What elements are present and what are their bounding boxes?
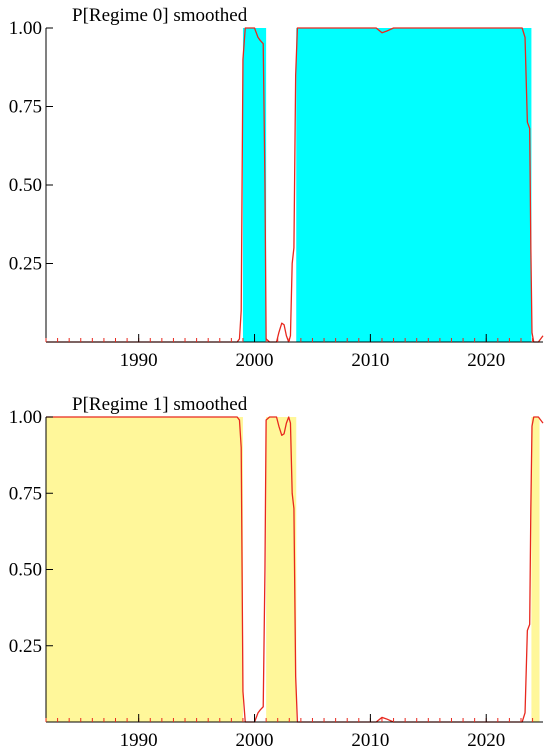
regime-0-panel: 0.25 0.50 0.75 1.00 1990 2000 2010 2020 P[Regime… <box>9 5 544 371</box>
regime-shade-band <box>531 417 540 722</box>
x-tick-label: 2020 <box>467 730 505 751</box>
panel-title: P[Regime 0] smoothed <box>72 5 248 26</box>
x-tick-label: 1990 <box>120 730 158 751</box>
y-tick-label: 1.00 <box>9 407 42 428</box>
y-tick-label: 0.50 <box>9 560 42 581</box>
x-tick-label: 2000 <box>236 730 274 751</box>
regime-shade-band <box>46 417 243 722</box>
x-tick-label: 2000 <box>236 350 274 371</box>
y-tick-label: 0.50 <box>9 175 42 196</box>
x-tick-label: 2010 <box>351 350 389 371</box>
probability-line <box>46 27 544 343</box>
y-tick-label: 0.75 <box>9 483 42 504</box>
y-tick-label: 0.25 <box>9 254 42 275</box>
x-tick-label: 2010 <box>351 730 389 751</box>
regime-shade-band <box>296 28 532 342</box>
x-tick-label: 1990 <box>120 350 158 371</box>
y-tick-label: 0.75 <box>9 97 42 118</box>
regime-shade-band <box>242 28 267 342</box>
x-tick-label: 2020 <box>467 350 505 371</box>
panel-title: P[Regime 1] smoothed <box>72 394 248 415</box>
y-tick-label: 0.25 <box>9 636 42 657</box>
regime-1-panel: 0.25 0.50 0.75 1.00 1990 2000 2010 2020 P[Regime… <box>9 394 544 751</box>
y-tick-label: 1.00 <box>9 18 42 39</box>
